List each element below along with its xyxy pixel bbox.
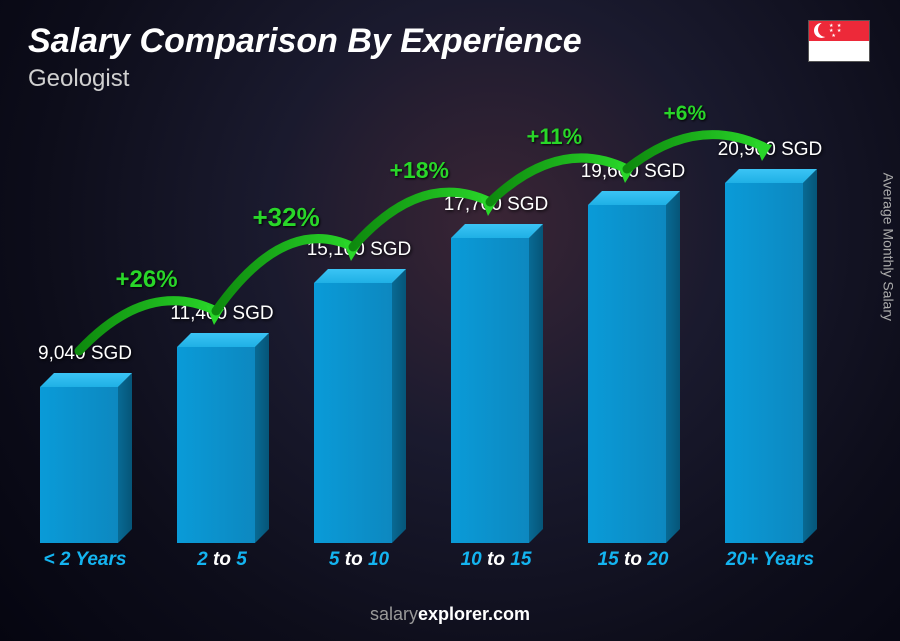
x-axis-label: 2 to 5: [167, 549, 277, 571]
x-axis-label: 20+ Years: [715, 549, 825, 571]
bar-value-label: 9,040 SGD: [20, 343, 150, 365]
percentage-increase-label: +6%: [664, 102, 707, 126]
header: Salary Comparison By Experience Geologis…: [28, 22, 582, 93]
page-title: Salary Comparison By Experience: [28, 22, 582, 61]
salary-bar-chart: 9,040 SGD< 2 Years11,400 SGD2 to 515,100…: [30, 101, 860, 571]
bar-value-label: 19,600 SGD: [568, 161, 698, 183]
percentage-increase-label: +11%: [527, 124, 583, 150]
percentage-increase-label: +32%: [253, 202, 320, 233]
percentage-increase-label: +18%: [390, 157, 449, 184]
bar-value-label: 17,700 SGD: [431, 194, 561, 216]
x-axis-label: < 2 Years: [30, 549, 140, 571]
x-axis-label: 10 to 15: [441, 549, 551, 571]
bar-value-label: 15,100 SGD: [294, 239, 424, 261]
bar-value-label: 11,400 SGD: [157, 303, 287, 325]
y-axis-label: Average Monthly Salary: [880, 172, 896, 320]
bar-value-label: 20,900 SGD: [705, 139, 835, 161]
x-axis-label: 5 to 10: [304, 549, 414, 571]
page-subtitle: Geologist: [28, 65, 582, 93]
footer-credit: salaryexplorer.com: [0, 604, 900, 625]
country-flag-icon: ★ ★★ ★ ★: [808, 20, 870, 62]
x-axis-label: 15 to 20: [578, 549, 688, 571]
percentage-increase-label: +26%: [116, 266, 178, 294]
